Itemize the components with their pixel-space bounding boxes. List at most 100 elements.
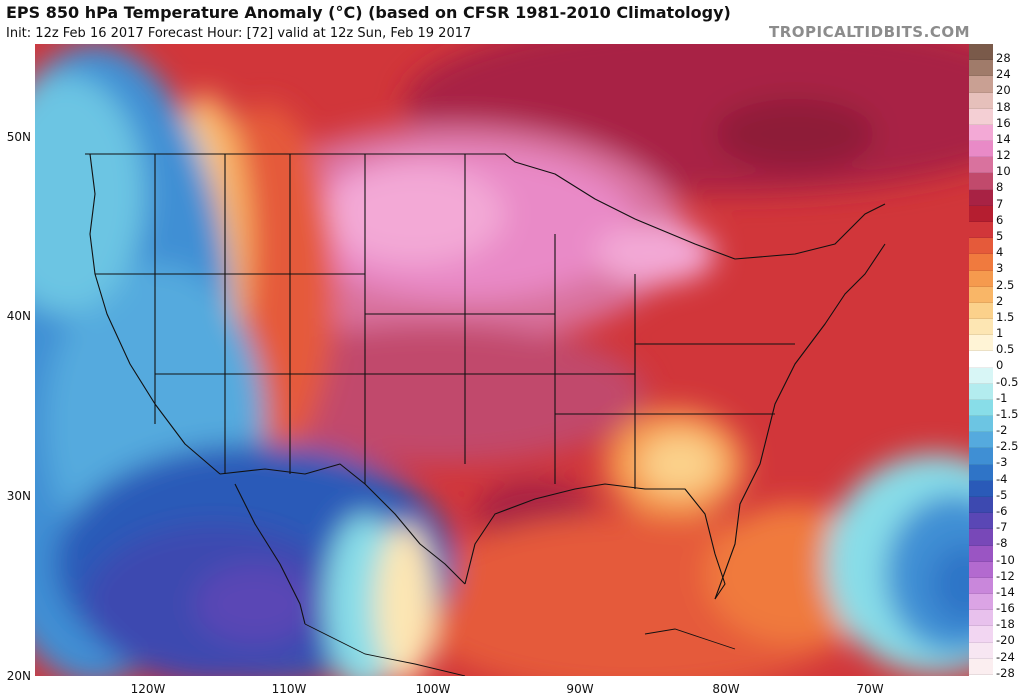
colorbar-swatch [969,610,993,627]
colorbar-label: -0.5 [996,374,1019,389]
colorbar-label: 24 [996,67,1011,82]
colorbar-row: -16 [969,594,1024,615]
colorbar-label: -24 [996,649,1015,664]
colorbar-label: 3 [996,261,1004,276]
latitude-axis: 50N 40N 30N 20N [0,44,35,684]
colorbar-swatch [969,205,993,222]
colorbar-row: 2.5 [969,270,1024,292]
colorbar-row: -18 [969,610,1024,631]
colorbar-label: 14 [996,131,1011,146]
colorbar-label: -6 [996,504,1008,519]
colorbar-row: 4 [969,238,1024,259]
colorbar-label: 2.5 [996,277,1015,292]
lon-label-120w: 120W [130,682,166,696]
colorbar-row: -20 [969,626,1024,647]
colorbar-label: 1 [996,326,1004,341]
colorbar-swatch [969,254,993,271]
colorbar-label: 28 [996,51,1011,65]
colorbar-row: -1 [969,383,1024,405]
colorbar-row: 1 [969,319,1024,340]
colorbar-label: 10 [996,164,1011,179]
colorbar-swatch [969,561,993,578]
colorbar-label: 4 [996,245,1004,260]
colorbar-row: -14 [969,577,1024,599]
colorbar-row: 18 [969,92,1024,114]
colorbar-label: -2 [996,423,1008,438]
colorbar-swatch [969,270,993,287]
colorbar-row: 1.5 [969,302,1024,324]
colorbar-swatch [969,238,993,255]
map-title: EPS 850 hPa Temperature Anomaly (°C) (ba… [6,3,731,22]
colorbar-swatch [969,60,993,77]
colorbar-label: -14 [996,584,1015,599]
lon-label-70w: 70W [856,682,884,696]
colorbar-swatch [969,577,993,595]
colorbar-swatch [969,286,993,303]
colorbar-row: -5 [969,480,1024,502]
colorbar-swatch [969,92,993,109]
colorbar-row: 7 [969,189,1024,211]
colorbar-label: -10 [996,552,1015,567]
colorbar-label: -16 [996,601,1015,616]
colorbar-swatch [969,448,993,465]
colorbar-swatch [969,416,993,433]
colorbar-swatch [969,513,993,530]
colorbar-label: 18 [996,99,1011,114]
colorbar-row: 24 [969,60,1024,81]
lat-label-50n: 50N [6,130,31,144]
colorbar-swatch [969,480,993,498]
colorbar-label: -1 [996,390,1008,405]
longitude-axis: 120W 110W 100W 90W 80W 70W [35,676,969,696]
colorbar-label: 7 [996,196,1004,211]
colorbar-swatch [969,383,993,400]
colorbar-row: -24 [969,642,1024,664]
colorbar-swatch [969,319,993,336]
colorbar-row: -0.5 [969,367,1024,389]
colorbar-swatch [969,399,993,417]
colorbar-swatch [969,141,993,158]
colorbar-label: 12 [996,148,1011,163]
colorbar-label: 1.5 [996,309,1015,324]
colorbar-swatch [969,464,993,481]
lat-label-30n: 30N [6,489,31,503]
colorbar-row: 6 [969,205,1024,227]
header: EPS 850 hPa Temperature Anomaly (°C) (ba… [0,0,1024,44]
colorbar-label: 16 [996,115,1011,130]
colorbar-swatch [969,367,993,384]
colorbar-row: 20 [969,76,1024,97]
colorbar-label: 20 [996,83,1011,98]
colorbar-swatch [969,76,993,93]
lat-label-40n: 40N [6,309,31,323]
colorbar-row: 12 [969,141,1024,162]
lon-label-90w: 90W [566,682,594,696]
colorbar-swatch [969,642,993,659]
colorbar-label: 0 [996,358,1004,373]
colorbar-swatch [969,173,993,190]
colorbar-row: -7 [969,513,1024,534]
colorbar-row: 16 [969,108,1024,130]
colorbar-row: 0 [969,351,1024,372]
colorbar-legend: 28 24 20 18 16 14 12 10 8 7 6 5 4 3 2.5 2 1.5 1 0.5 0 -0.5 -1… [969,44,1024,680]
colorbar-swatch [969,189,993,206]
colorbar-row: 0.5 [969,335,1024,356]
colorbar-row: -12 [969,561,1024,583]
colorbar-row: -1.5 [969,399,1024,421]
colorbar-swatch [969,124,993,142]
colorbar-swatch [969,108,993,125]
lon-label-110w: 110W [271,682,307,696]
colorbar-label: -18 [996,617,1015,632]
colorbar-row: 5 [969,221,1024,243]
colorbar-row: 3 [969,254,1024,275]
colorbar-swatch [969,44,993,61]
colorbar-row: 2 [969,286,1024,308]
colorbar-row: 28 [969,44,1024,65]
colorbar-label: -8 [996,536,1008,551]
colorbar-label: 0.5 [996,342,1015,357]
colorbar-row: -2.5 [969,432,1024,453]
colorbar-label: -3 [996,455,1008,470]
colorbar-label: -28 [996,665,1015,680]
colorbar-row: 10 [969,157,1024,178]
colorbar-label: 8 [996,180,1004,195]
colorbar-swatch [969,545,993,562]
colorbar-row: -28 [969,658,1024,680]
